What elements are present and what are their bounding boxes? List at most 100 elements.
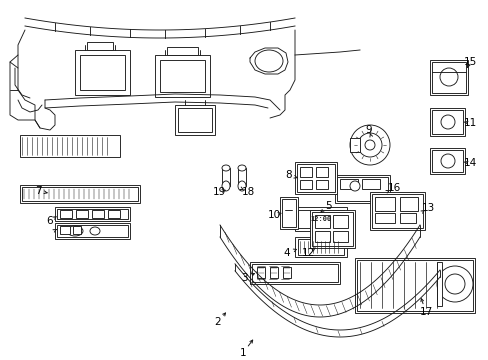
Bar [87,42,113,50]
Text: 12: 12 [301,248,314,258]
Bar [399,213,415,223]
Bar [55,223,130,239]
Bar [431,62,465,93]
Bar [22,187,138,201]
Bar [371,194,422,228]
Bar [309,210,354,248]
Text: 15: 15 [463,57,476,67]
Ellipse shape [349,181,359,191]
Bar [374,197,394,211]
Bar [436,262,441,306]
Bar [20,135,120,157]
Bar [269,267,278,278]
Bar [257,267,264,278]
Ellipse shape [444,274,464,294]
Bar [354,258,474,313]
Bar [294,237,346,257]
Text: 6: 6 [46,216,53,226]
Bar [167,47,198,55]
Bar [55,207,130,221]
Bar [155,55,209,97]
Bar [332,215,347,228]
Text: 7: 7 [35,186,41,196]
Bar [108,210,120,218]
Ellipse shape [440,115,454,129]
Bar [431,110,462,134]
Ellipse shape [90,227,100,235]
Bar [429,108,464,136]
Text: 1: 1 [239,348,246,358]
Bar [80,55,125,90]
Bar [222,168,229,186]
Text: 14: 14 [463,158,476,168]
Bar [175,105,215,135]
Text: 11: 11 [463,118,476,128]
Text: 4: 4 [283,248,290,258]
Bar [336,177,387,201]
Bar [356,260,472,311]
Bar [76,210,88,218]
Text: 2: 2 [214,317,221,327]
Text: 18: 18 [241,187,254,197]
Text: 19: 19 [212,187,225,197]
Bar [296,164,334,192]
Ellipse shape [222,165,229,171]
Text: 13: 13 [421,203,434,213]
Bar [60,210,72,218]
Ellipse shape [349,125,389,165]
Bar [282,199,295,227]
Bar [334,175,389,203]
Bar [297,239,343,255]
Bar [249,262,339,284]
Bar [311,212,352,246]
Text: 10: 10 [267,210,280,220]
Text: 17: 17 [419,307,432,317]
Bar [315,180,327,189]
Bar [299,180,311,189]
Bar [339,179,357,189]
Text: 3: 3 [240,273,247,283]
Ellipse shape [439,68,457,86]
Bar [60,226,70,234]
Bar [297,210,343,228]
Ellipse shape [238,181,245,191]
Bar [374,213,394,223]
Ellipse shape [357,133,381,157]
Bar [361,179,379,189]
Text: 9: 9 [365,125,371,135]
Text: 5: 5 [325,201,332,211]
Ellipse shape [222,181,229,191]
Bar [57,225,128,237]
Bar [314,231,329,242]
Bar [92,210,104,218]
Ellipse shape [238,165,245,171]
Ellipse shape [440,154,454,168]
Bar [280,197,297,229]
Bar [399,197,417,211]
Bar [349,138,359,152]
Bar [299,167,311,177]
Ellipse shape [254,50,283,72]
Bar [294,207,346,231]
Bar [57,209,128,219]
Bar [160,60,204,92]
Bar [238,168,245,186]
Text: 12:00: 12:00 [310,216,331,222]
Bar [332,231,347,242]
Bar [314,215,329,228]
Bar [178,108,212,132]
Ellipse shape [364,140,374,150]
Ellipse shape [436,266,472,302]
Bar [369,192,424,230]
Bar [283,267,290,278]
Bar [294,162,336,194]
Bar [429,60,467,95]
Bar [251,264,337,282]
Bar [73,226,81,234]
Text: 8: 8 [285,170,292,180]
Text: 16: 16 [386,183,400,193]
Bar [315,167,327,177]
Ellipse shape [67,226,83,236]
Bar [20,185,140,203]
Bar [431,150,462,172]
